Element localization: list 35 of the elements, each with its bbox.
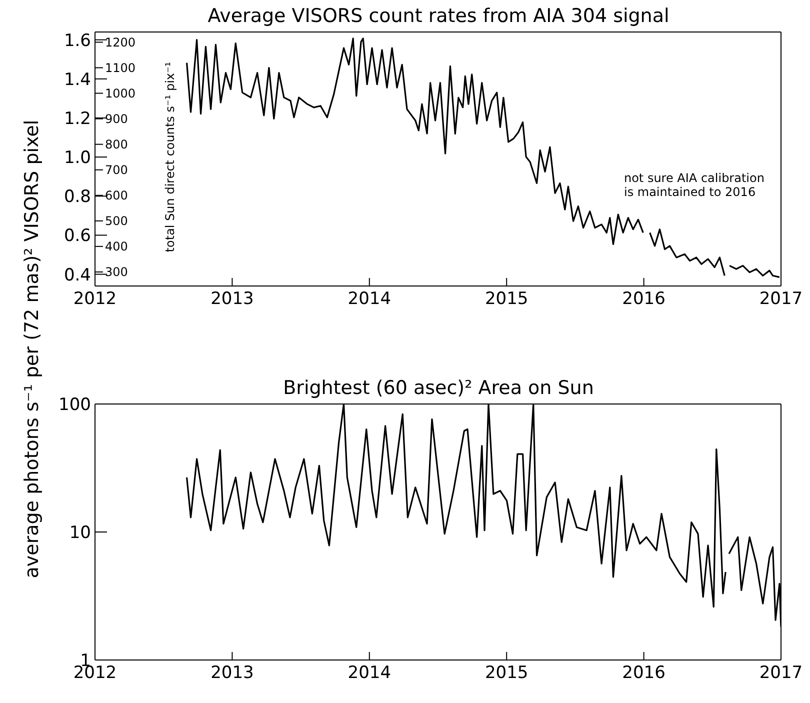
x-tick-label: 2017 <box>759 289 803 310</box>
x-tick-label: 2015 <box>484 289 528 310</box>
y2-tick-label: 1000 <box>105 86 136 101</box>
y-tick-label: 0.8 <box>64 187 91 208</box>
y-tick-label: 100 <box>58 395 91 416</box>
x-tick-label: 2013 <box>210 663 254 684</box>
x-tick-label: 2016 <box>622 663 666 684</box>
y-tick-label: 0.6 <box>64 226 91 246</box>
y2-tick-label: 500 <box>105 214 128 228</box>
chart-title: Brightest (60 asec)² Area on Sun <box>282 377 595 399</box>
x-tick-label: 2017 <box>759 663 803 684</box>
y2-tick-label: 1200 <box>105 35 136 50</box>
x-tick-label: 2016 <box>622 289 666 310</box>
y-axis-title: average photons s⁻¹ per (72 mas)² VISORS pixel <box>21 118 43 580</box>
annotation: not sure AIA calibration is maintained to 2016 <box>624 171 764 200</box>
y-tick-label: 1.6 <box>64 30 91 51</box>
x-tick-label: 2012 <box>73 289 117 310</box>
y2-tick-label: 900 <box>105 112 128 126</box>
y-tick-label: 0.4 <box>64 265 91 286</box>
x-tick-label: 2014 <box>348 289 392 310</box>
x-tick-label: 2013 <box>210 289 254 310</box>
y2-tick-label: 700 <box>105 163 128 178</box>
x-tick-label: 2015 <box>484 663 528 684</box>
y2-tick-label: 400 <box>105 240 128 254</box>
y2-tick-label: 600 <box>105 188 128 203</box>
x-tick-label: 2014 <box>348 663 392 684</box>
y2-tick-label: 1100 <box>105 61 136 75</box>
y-tick-label: 1.2 <box>64 109 91 130</box>
y2-tick-label: 300 <box>105 265 128 280</box>
chart-title: Average VISORS count rates from AIA 304 signal <box>206 5 670 27</box>
y2-axis-title: total Sun direct counts s⁻¹ pix⁻¹ <box>163 60 177 254</box>
y-tick-label: 1.0 <box>64 148 91 168</box>
y2-tick-label: 800 <box>105 138 128 152</box>
y-tick-label: 1.4 <box>64 70 91 90</box>
y-tick-label: 10 <box>69 523 91 544</box>
